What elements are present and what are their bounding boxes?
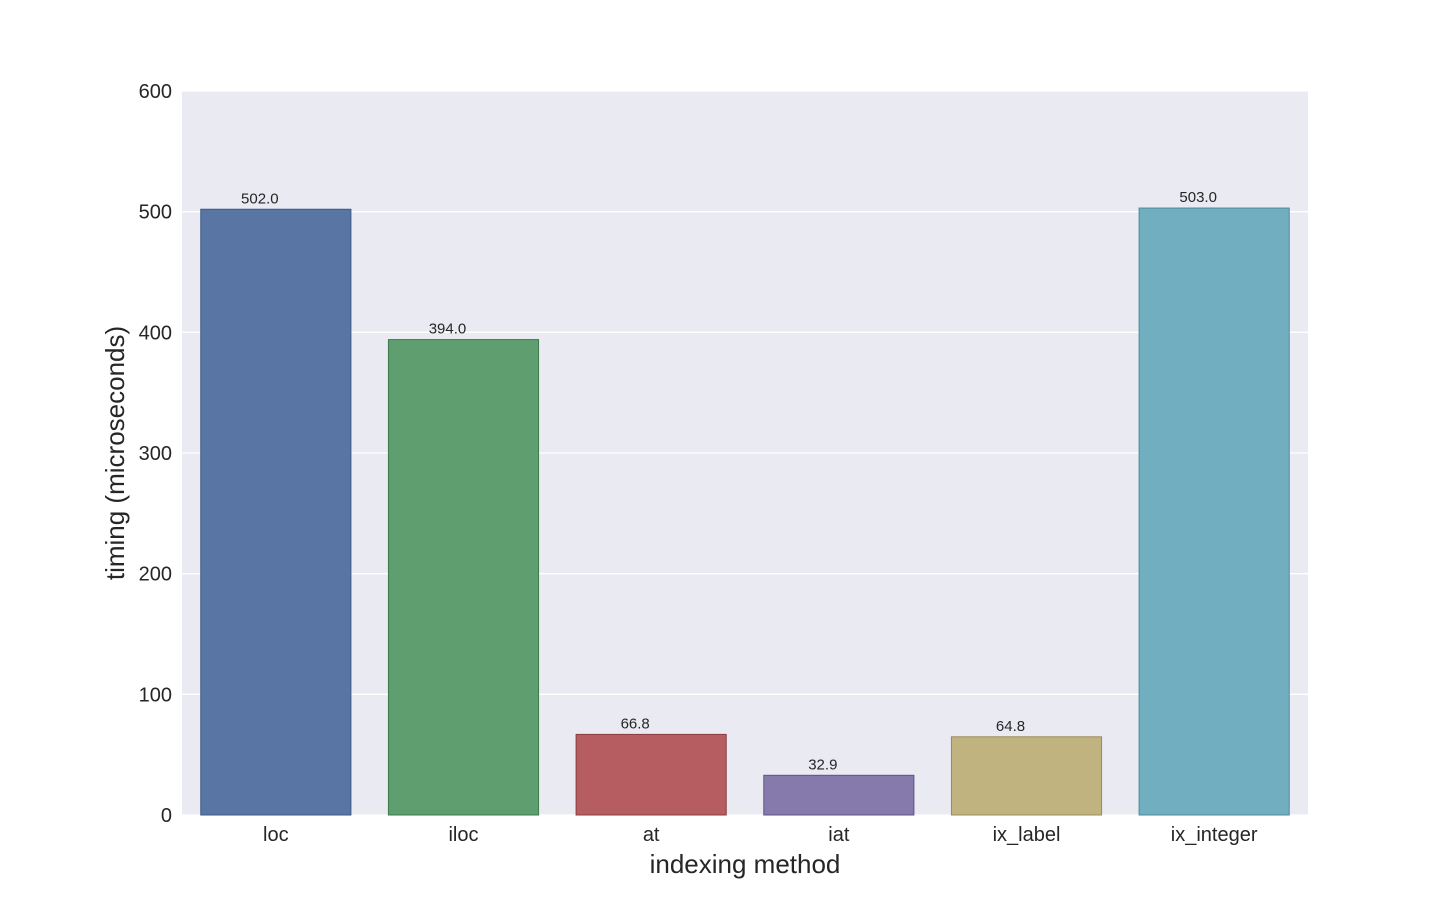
data-label: 394.0 — [429, 321, 467, 338]
y-axis-ticks: 0 100 200 300 400 500 600 — [139, 81, 172, 827]
y-tick-label: 500 — [139, 202, 172, 224]
bar-iloc — [387, 339, 540, 816]
y-tick-label: 0 — [161, 805, 172, 827]
x-tick-label: iat — [828, 824, 850, 846]
x-tick-label: at — [643, 824, 660, 846]
data-label: 502.0 — [241, 190, 279, 207]
y-tick-label: 600 — [139, 81, 172, 103]
data-label: 64.8 — [996, 718, 1025, 735]
y-axis-label: timing (microseconds) — [100, 326, 130, 580]
grid-lines — [182, 90, 1308, 816]
data-label: 32.9 — [808, 756, 837, 773]
x-axis-label: indexing method — [650, 849, 841, 879]
y-tick-label: 200 — [139, 564, 172, 586]
x-tick-label: loc — [263, 824, 289, 846]
bar-ix-label — [950, 736, 1103, 816]
bar-iat — [763, 774, 915, 816]
value-labels: 502.0 394.0 66.8 32.9 64.8 503.0 — [241, 189, 1217, 773]
data-label: 503.0 — [1179, 189, 1217, 206]
bars — [200, 207, 1290, 816]
bar-at — [575, 733, 727, 816]
x-tick-label: ix_label — [993, 824, 1061, 846]
bar-ix-integer — [1138, 207, 1290, 816]
bar-loc — [200, 208, 352, 816]
y-tick-label: 100 — [139, 684, 172, 706]
data-label: 66.8 — [621, 715, 650, 732]
y-tick-label: 400 — [139, 322, 172, 344]
x-tick-label: iloc — [448, 824, 478, 846]
x-axis-ticks: loc iloc at iat ix_label ix_integer — [263, 824, 1258, 846]
y-tick-label: 300 — [139, 443, 172, 465]
x-tick-label: ix_integer — [1171, 824, 1258, 846]
